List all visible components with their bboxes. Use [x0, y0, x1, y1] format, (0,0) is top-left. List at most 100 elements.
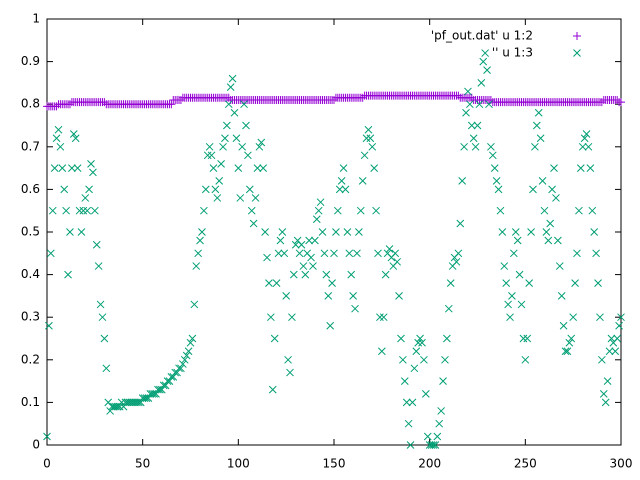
legend-marker	[573, 49, 581, 57]
point	[217, 159, 225, 168]
point	[100, 334, 109, 343]
point	[309, 262, 317, 270]
point	[395, 292, 403, 300]
point	[567, 334, 576, 343]
point	[532, 121, 541, 130]
point	[62, 206, 70, 215]
point	[573, 249, 581, 258]
point	[479, 57, 488, 66]
point	[379, 313, 388, 322]
point	[590, 228, 599, 236]
point	[215, 177, 224, 185]
point	[416, 334, 424, 343]
point	[464, 87, 472, 96]
point	[500, 262, 509, 270]
point	[358, 177, 367, 185]
point	[196, 236, 204, 245]
point	[481, 49, 490, 57]
point	[71, 134, 80, 143]
point	[245, 185, 254, 194]
point	[615, 321, 623, 330]
point	[565, 338, 574, 347]
point	[224, 100, 233, 109]
point	[536, 134, 545, 143]
y-tick-label: 0.3	[21, 310, 40, 324]
point	[289, 270, 298, 279]
point	[596, 313, 604, 322]
point	[205, 142, 214, 151]
point	[50, 164, 59, 172]
point	[576, 164, 585, 172]
point	[270, 334, 279, 343]
point	[425, 441, 434, 449]
point	[582, 130, 591, 138]
point	[263, 253, 271, 262]
point	[148, 390, 157, 398]
point	[115, 402, 124, 411]
point	[280, 249, 289, 258]
point	[588, 206, 597, 215]
point	[506, 313, 514, 322]
point	[64, 270, 72, 279]
point	[391, 249, 400, 258]
point	[190, 300, 199, 309]
point	[611, 347, 620, 356]
point	[441, 355, 449, 364]
point	[311, 236, 319, 245]
point	[529, 185, 537, 194]
point	[140, 394, 149, 402]
point	[68, 164, 76, 172]
point	[374, 249, 382, 258]
point	[456, 219, 465, 228]
point	[546, 219, 555, 228]
point	[230, 108, 239, 117]
point	[469, 134, 478, 143]
point	[226, 83, 235, 92]
point	[578, 142, 587, 151]
point	[211, 185, 220, 194]
point	[477, 79, 486, 87]
point	[515, 270, 524, 279]
point	[372, 206, 380, 215]
point	[219, 142, 227, 151]
point	[594, 279, 602, 287]
point	[542, 228, 551, 236]
point	[207, 151, 216, 160]
point	[326, 321, 335, 330]
point	[320, 249, 329, 258]
y-tick-label: 0.5	[21, 225, 40, 239]
point	[483, 66, 491, 74]
point	[127, 398, 136, 407]
point	[412, 347, 421, 356]
point	[186, 338, 195, 347]
point	[598, 355, 606, 364]
point	[462, 108, 470, 117]
legend-marker	[573, 32, 581, 40]
point	[427, 441, 436, 449]
point	[178, 360, 187, 368]
point	[332, 228, 340, 236]
point	[552, 194, 560, 202]
point	[429, 441, 438, 449]
point	[100, 98, 109, 107]
point	[366, 134, 375, 143]
point	[531, 142, 539, 151]
point	[48, 206, 57, 215]
point	[92, 240, 101, 249]
y-tick-label: 0.8	[21, 97, 40, 111]
point	[123, 398, 132, 407]
point	[575, 206, 583, 215]
point	[538, 177, 547, 185]
point	[597, 98, 606, 107]
point	[460, 142, 468, 151]
point	[599, 390, 608, 398]
point	[194, 249, 203, 258]
point	[267, 313, 275, 322]
point	[521, 355, 530, 364]
point	[613, 334, 622, 343]
point	[458, 177, 467, 185]
point	[234, 164, 243, 172]
point	[200, 206, 208, 215]
point	[353, 249, 361, 258]
